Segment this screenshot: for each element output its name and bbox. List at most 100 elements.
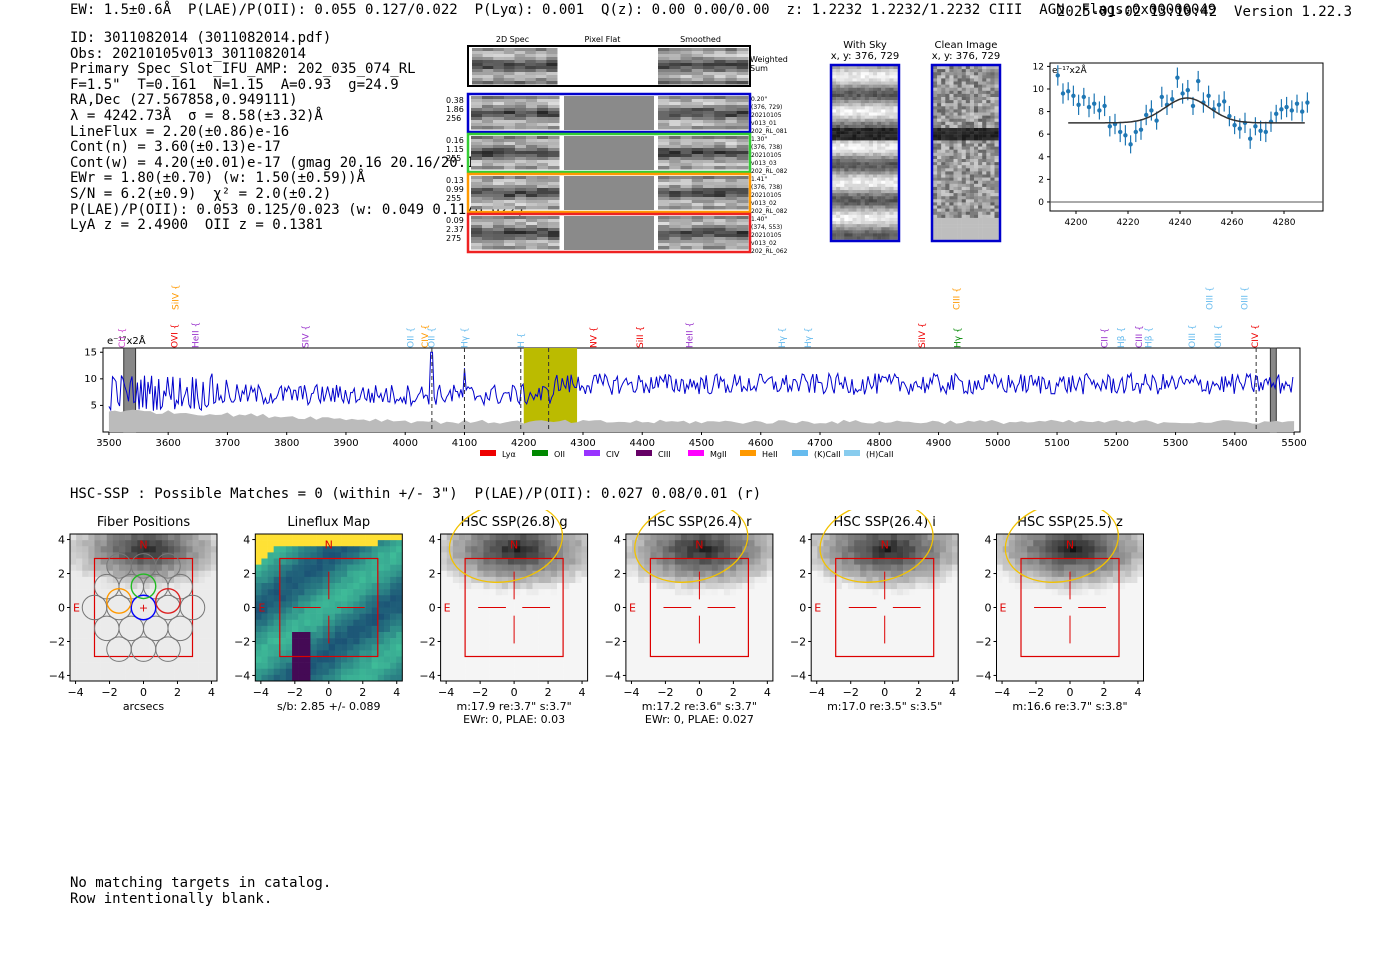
cutout-pixel — [669, 108, 681, 112]
cutout-pixel — [515, 126, 527, 130]
cutout-pixel — [515, 222, 527, 226]
image-pixel — [465, 668, 472, 676]
cutout-pixel — [691, 51, 704, 55]
cutout-pixel — [471, 139, 483, 143]
cutout-pixel — [537, 108, 549, 112]
cutout-pixel — [493, 48, 505, 52]
cutout-pixel — [680, 54, 693, 58]
sky-pixel — [953, 230, 958, 234]
sky-pixel — [965, 199, 971, 203]
x-tick-label: 4600 — [748, 438, 773, 449]
sky-pixel — [965, 177, 971, 181]
image-pixel — [440, 540, 448, 547]
image-pixel — [581, 534, 588, 541]
image-pixel — [569, 674, 576, 682]
image-pixel — [273, 552, 281, 559]
cutout-pixel — [691, 111, 704, 115]
cutout-pixel — [535, 78, 547, 82]
image-pixel — [210, 558, 218, 565]
cutout-pixel — [482, 179, 494, 183]
image-pixel — [507, 632, 515, 639]
sky-pixel — [982, 146, 987, 150]
image-pixel — [507, 595, 515, 602]
sky-pixel — [832, 202, 837, 206]
image-pixel — [76, 583, 83, 590]
image-pixel — [112, 613, 120, 621]
line-id-label: SiII { — [636, 326, 646, 348]
image-pixel — [192, 540, 199, 547]
image-pixel — [292, 564, 299, 572]
sky-pixel — [994, 193, 999, 197]
sky-pixel — [848, 177, 853, 181]
sky-pixel — [893, 190, 898, 194]
image-pixel — [149, 564, 157, 572]
sky-pixel — [953, 100, 958, 104]
sky-pixel — [873, 168, 878, 172]
sky-pixel — [877, 106, 882, 110]
image-pixel — [575, 674, 582, 682]
header-summary: EW: 1.5±0.6Å P(LAE)/P(OII): 0.055 0.127/… — [70, 2, 1217, 18]
image-pixel — [94, 656, 101, 663]
sky-pixel — [868, 177, 874, 181]
cutout-pixel — [471, 154, 483, 158]
sky-pixel — [881, 224, 886, 228]
sky-pixel — [953, 106, 958, 110]
image-pixel — [674, 552, 682, 559]
image-pixel — [273, 546, 281, 553]
image-pixel — [371, 546, 379, 553]
image-pixel — [204, 589, 212, 596]
sky-pixel — [982, 186, 987, 191]
cutout-pixel — [515, 206, 527, 210]
image-pixel — [334, 570, 342, 578]
image-pixel — [334, 576, 342, 584]
sky-pixel — [856, 106, 861, 110]
line-id-label: NV { — [590, 327, 600, 348]
cutout-row-frame — [466, 212, 752, 254]
image-pixel — [125, 546, 132, 553]
image-pixel — [507, 601, 515, 608]
cutout-pixel — [537, 200, 549, 204]
image-pixel — [174, 644, 181, 651]
cutout-pixel — [680, 57, 693, 61]
sky-pixel — [844, 75, 849, 79]
cutout-pixel — [725, 157, 738, 161]
cutout-pixel — [537, 243, 549, 247]
cutout-pixel — [669, 166, 681, 170]
sky-pixel — [840, 115, 845, 119]
image-pixel — [168, 595, 175, 602]
image-pixel — [377, 576, 385, 584]
sky-pixel — [941, 227, 946, 231]
cutout-pixel — [537, 194, 549, 198]
sky-pixel — [832, 183, 837, 188]
image-pixel — [544, 540, 552, 547]
image-pixel — [112, 662, 120, 670]
image-pixel — [501, 619, 509, 627]
sky-pixel — [990, 193, 995, 197]
cutout-pixel — [725, 51, 738, 55]
image-pixel — [556, 607, 564, 614]
sky-pixel — [881, 202, 886, 206]
image-pixel — [149, 668, 157, 676]
cutout-pixel — [548, 179, 560, 183]
cutout-pixel — [493, 237, 505, 241]
sky-pixel — [957, 124, 962, 129]
image-pixel — [477, 674, 484, 682]
image-pixel — [70, 632, 77, 639]
sky-pixel — [957, 193, 962, 197]
sky-pixel — [933, 211, 938, 215]
sky-pixel — [852, 75, 857, 79]
sky-pixel — [974, 177, 979, 181]
cutout-pixel — [680, 219, 693, 223]
cutout-pixel — [546, 66, 558, 70]
image-pixel — [520, 540, 527, 547]
sky-pixel — [840, 221, 845, 225]
sky-pixel — [945, 109, 950, 113]
line-id-label: SIV { — [302, 325, 312, 348]
sky-pixel — [957, 214, 962, 219]
sky-pixel — [889, 199, 894, 203]
sky-pixel — [889, 90, 894, 95]
image-pixel — [161, 558, 169, 565]
cutout-pixel — [680, 163, 693, 167]
sky-pixel — [856, 112, 861, 116]
cutout-pixel — [493, 206, 505, 210]
